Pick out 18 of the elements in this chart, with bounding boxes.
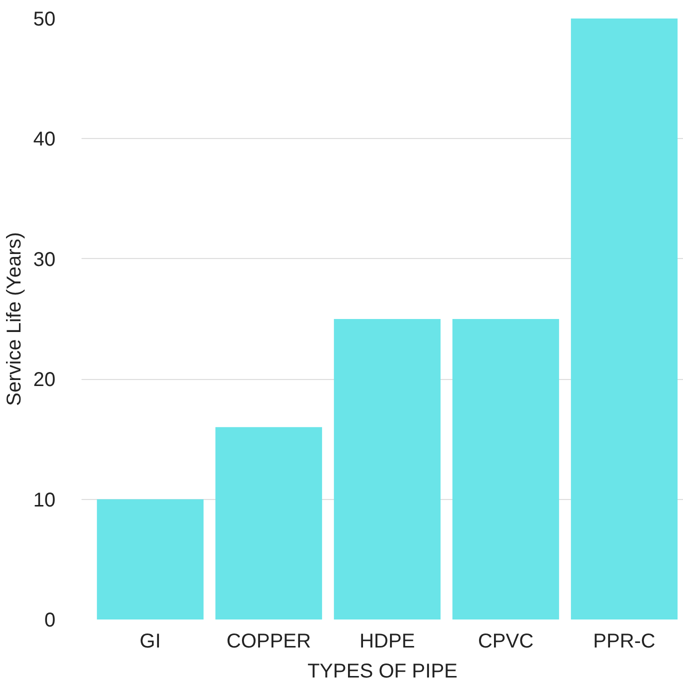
bar [215,427,322,620]
y-tick-label: 30 [33,248,56,271]
bar [96,499,204,620]
y-tick-label: 20 [33,369,56,392]
x-tick-label: HDPE [359,630,416,652]
y-tick-label: 10 [33,489,56,512]
y-tick-label: 40 [33,128,56,151]
x-tick-label: PPR-C [593,630,656,652]
y-tick-label: 50 [33,8,56,30]
bar [570,18,678,620]
x-tick-label: CPVC [478,630,534,652]
x-tick-label: COPPER [226,630,311,652]
bar [334,319,441,620]
x-axis-title: TYPES OF PIPE [307,660,458,682]
y-tick-label: 0 [44,610,56,632]
y-axis-title: Service Life (Years) [3,232,26,406]
x-tick-label: GI [140,630,161,652]
bar [452,319,560,620]
